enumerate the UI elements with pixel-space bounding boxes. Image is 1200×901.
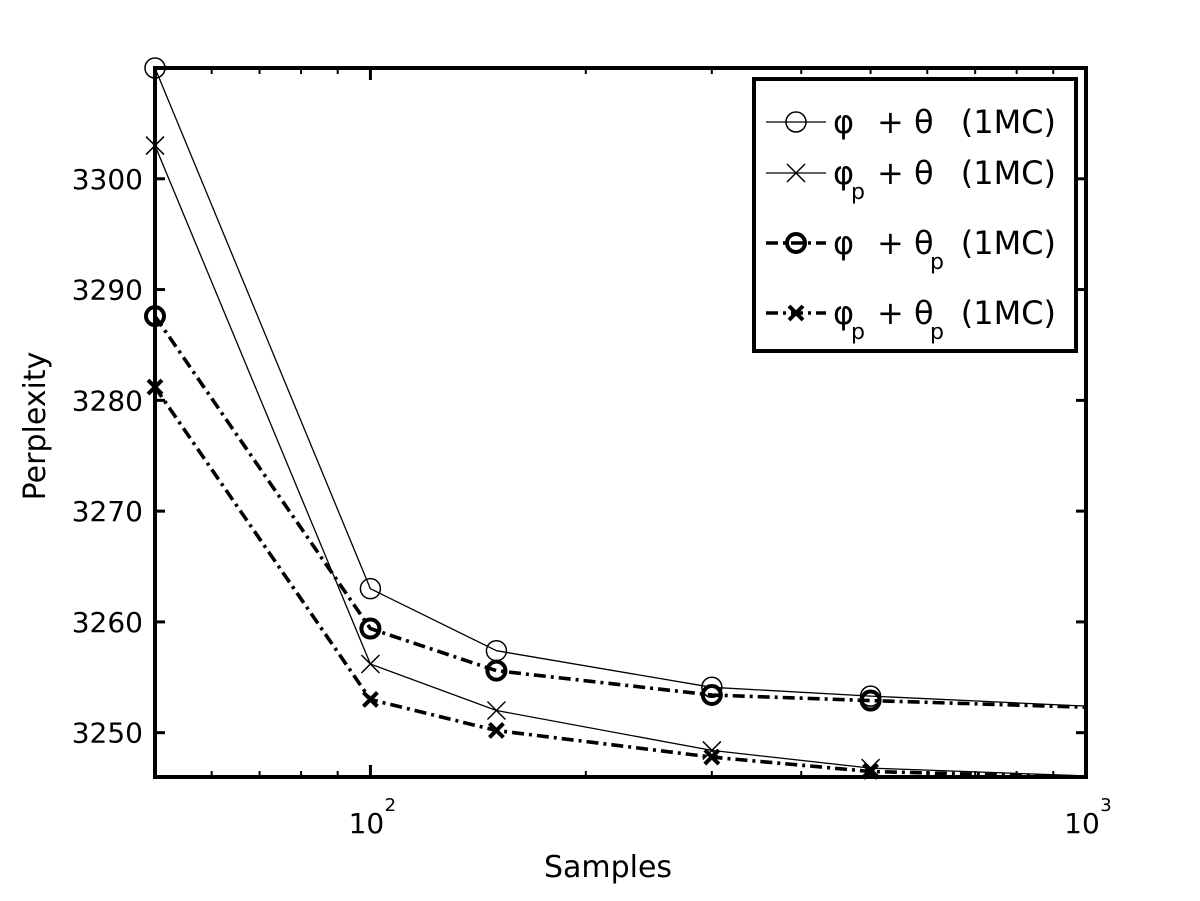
x-tick-label-1: 10 (349, 807, 385, 840)
series-line-1 (155, 67, 1086, 707)
series-2-point-5-stroke-b (861, 758, 881, 778)
series-4-point-3 (488, 722, 505, 739)
legend-symbol-a-3: φ (833, 224, 854, 262)
legend-marker-3 (785, 232, 807, 254)
y-tick-label-5: 3290 (72, 274, 143, 307)
legend-marker-4-stroke-b (787, 304, 805, 322)
legend-tail-1: (1MC) (961, 103, 1056, 141)
y-tick-label-4: 3280 (72, 384, 143, 417)
y-axis-ticks: 3250 3260 3270 3280 3290 3300 (72, 163, 1086, 750)
legend-symbol-a-4: φ (833, 294, 854, 332)
series-4-point-2-stroke-b (361, 691, 379, 708)
series-2-point-4-stroke-b (702, 740, 722, 760)
legend-entry-2: φp + θ (1MC) (766, 154, 1056, 205)
legend-symbol-b-2: + θ (877, 154, 934, 192)
series-4-point-4-stroke-b (703, 748, 721, 766)
series-4-point-2 (361, 691, 379, 708)
y-tick-label-1: 3250 (72, 717, 143, 750)
legend-marker-1 (785, 111, 807, 133)
series-2-point-2-stroke-b (360, 654, 380, 674)
series-4-point-4 (703, 748, 721, 766)
legend-subscript-a-4: p (851, 320, 865, 345)
x-tick-exponent-2: 3 (1100, 795, 1111, 816)
series-2-point-2 (360, 654, 380, 674)
plot-frame (153, 66, 1088, 779)
legend-subscript-b-3: p (930, 250, 944, 275)
series-2-point-5 (861, 758, 881, 778)
x-tick-label-2: 10 (1064, 807, 1100, 840)
x-axis-label: Samples (544, 850, 672, 885)
series-lines (155, 67, 1086, 777)
series-3-point-3 (485, 659, 508, 682)
y-axis-label: Perplexity (18, 352, 53, 501)
legend-symbol-a-2: φ (833, 154, 854, 192)
legend-box (752, 77, 1078, 353)
legend-entry-1: φ + θ (1MC) (766, 103, 1056, 141)
legend: φ + θ (1MC)φp+ θ (1MC)φ + θp(1MC)φp+ θp(1MC) (752, 77, 1078, 353)
series-line-4 (155, 386, 1086, 777)
legend-entry-3: φ + θp (1MC) (766, 224, 1056, 275)
legend-tail-2: (1MC) (961, 154, 1056, 192)
legend-marker-4 (787, 304, 805, 322)
legend-symbol-b-3: + θ (877, 224, 934, 262)
series-1-point-2 (359, 577, 382, 600)
series-3-point-4 (700, 684, 723, 707)
series-1-point-4 (701, 676, 723, 699)
series-2-point-3 (486, 701, 506, 721)
legend-symbol-b-4: + θ (877, 294, 934, 332)
legend-marker-2-stroke-b (786, 163, 806, 183)
series-4-point-3-stroke-b (488, 722, 505, 739)
series-3-point-2 (359, 617, 382, 640)
legend-symbol-a-1: φ (833, 103, 854, 141)
y-tick-label-3: 3270 (72, 495, 143, 528)
series-2-point-3-stroke-b (486, 701, 506, 721)
series-2-point-4 (702, 740, 722, 760)
legend-subscript-a-2: p (851, 180, 865, 205)
y-tick-label-6: 3300 (72, 163, 143, 196)
legend-marker-2 (786, 163, 806, 183)
legend-tail-3: (1MC) (961, 224, 1056, 262)
legend-entry-4: φp+ θp(1MC) (766, 294, 1056, 345)
legend-tail-4: (1MC) (961, 294, 1056, 332)
legend-symbol-b-1: + θ (877, 103, 934, 141)
series-3-point-5 (859, 689, 882, 712)
y-tick-label-2: 3260 (72, 606, 143, 639)
legend-subscript-b-4: p (930, 320, 944, 345)
x-tick-exponent-1: 2 (385, 795, 396, 816)
